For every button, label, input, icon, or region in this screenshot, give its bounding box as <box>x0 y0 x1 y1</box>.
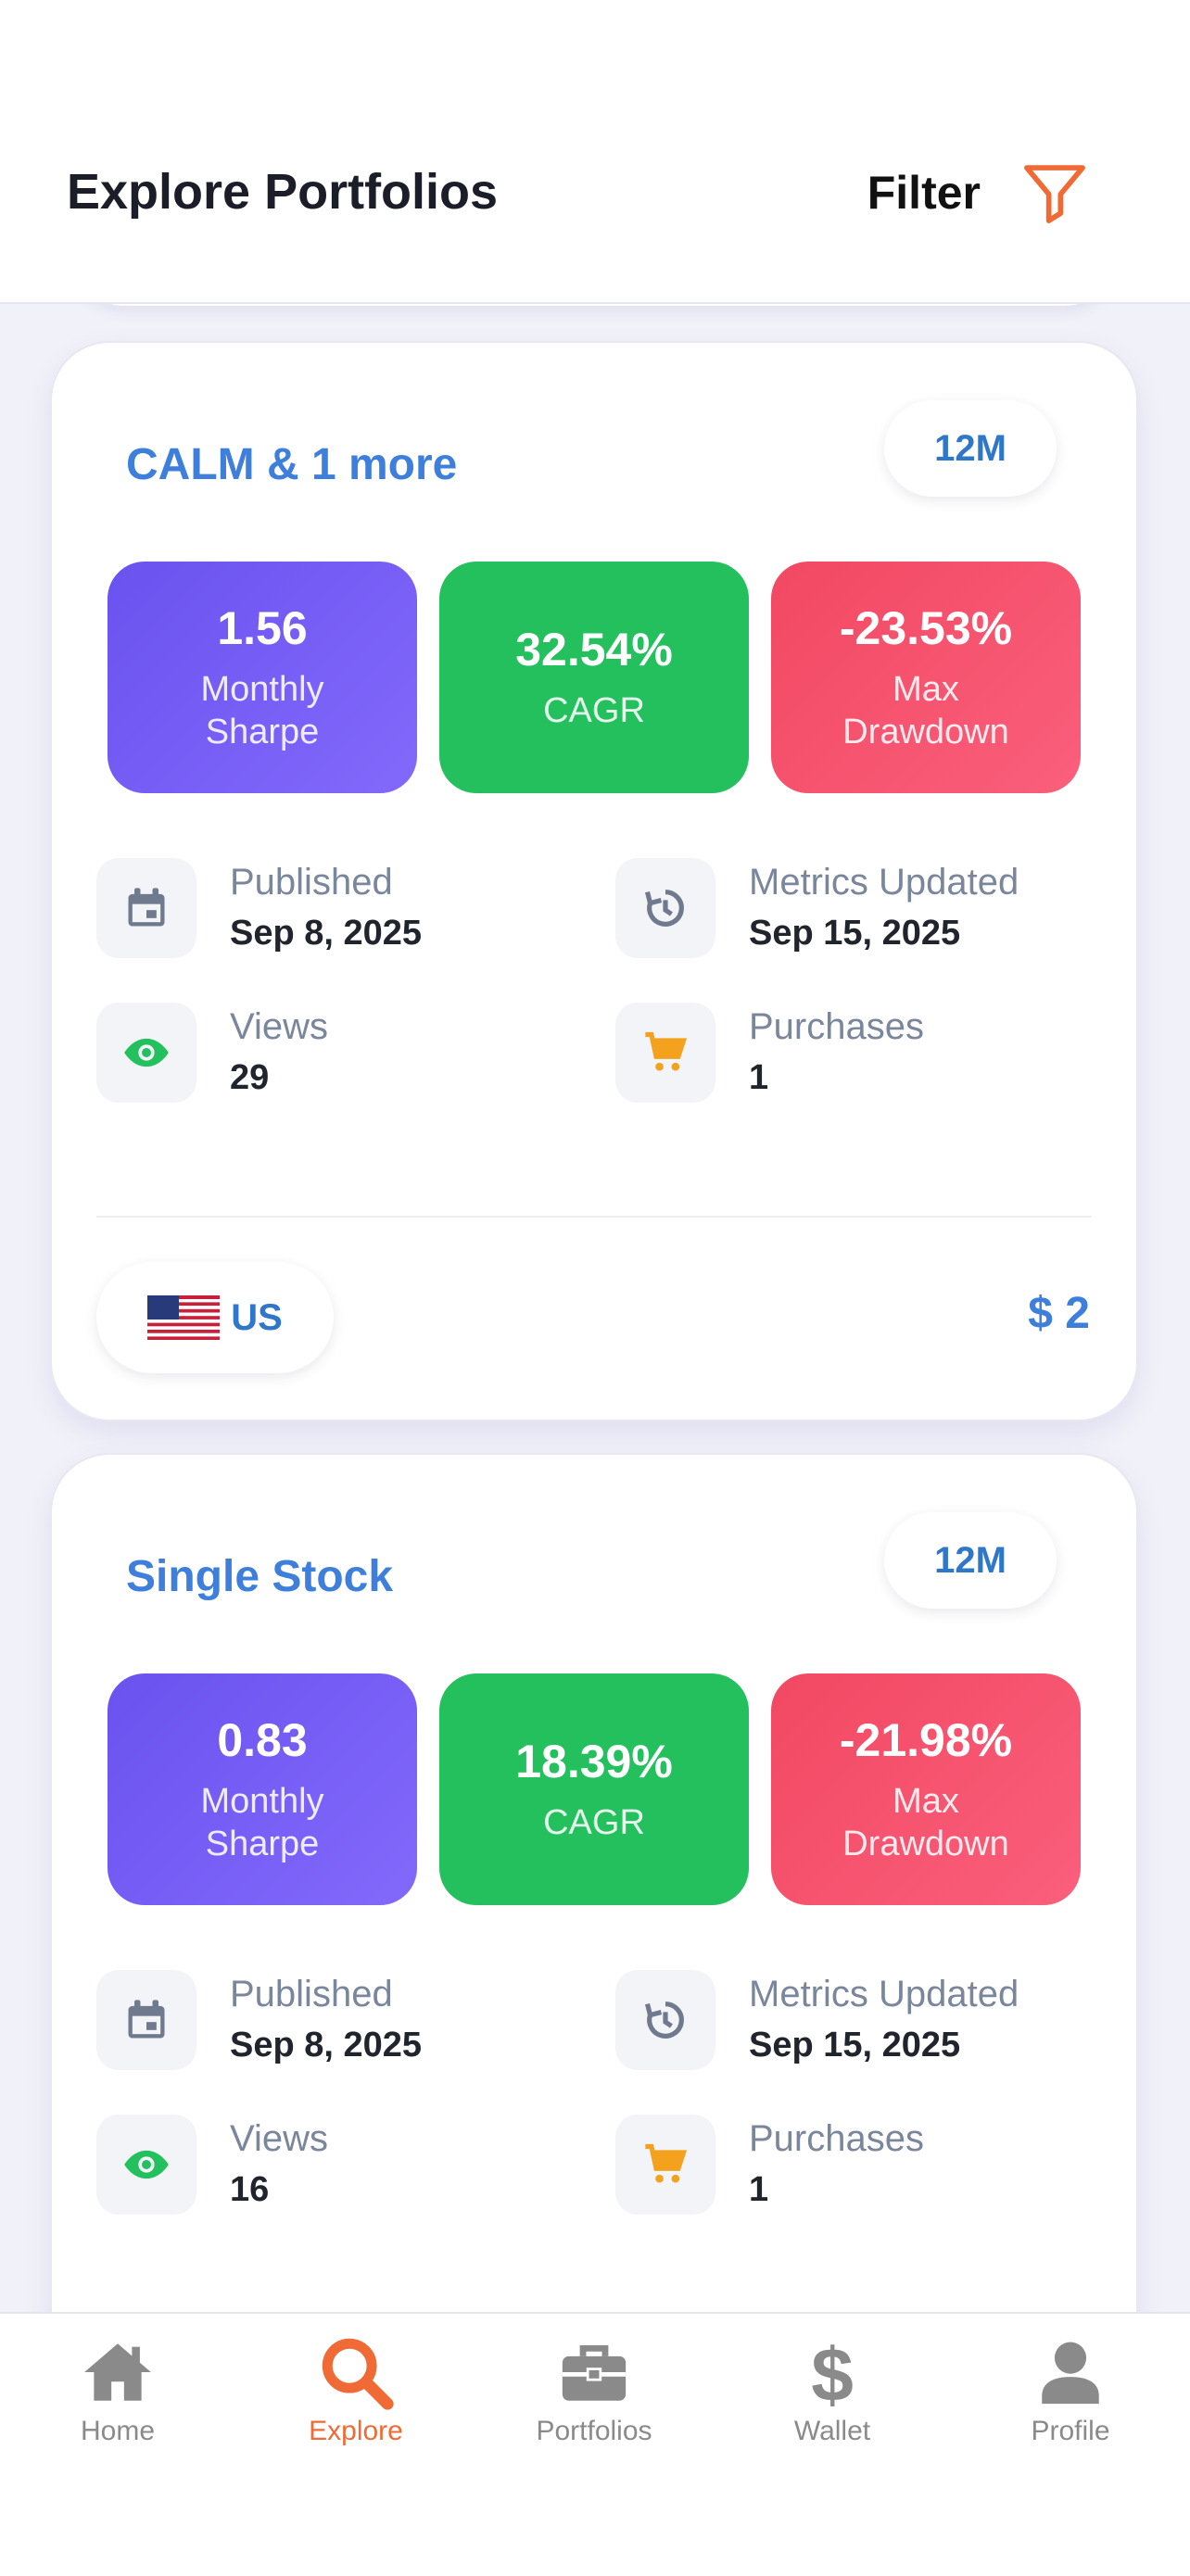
published-info: Published Sep 8, 2025 <box>96 858 578 958</box>
views-label: Views <box>230 1006 328 1047</box>
drawdown-value: -21.98% <box>839 1714 1013 1766</box>
sharpe-tile: 1.56 Monthly Sharpe <box>108 562 417 793</box>
cart-icon <box>645 1031 688 1071</box>
tab-wallet-label: Wallet <box>793 2416 871 2446</box>
tab-profile[interactable]: Profile <box>978 2334 1163 2455</box>
drawdown-tile: -21.98% Max Drawdown <box>771 1673 1081 1905</box>
region-badge: US <box>96 1262 334 1373</box>
tab-home[interactable]: Home <box>25 2334 210 2455</box>
sharpe-value: 1.56 <box>217 602 308 654</box>
calendar-icon <box>128 888 165 927</box>
purchases-value: 1 <box>749 1058 769 1097</box>
region-label: US <box>231 1296 283 1338</box>
person-icon <box>1042 2342 1099 2405</box>
views-value: 29 <box>230 1058 270 1097</box>
tab-portfolios-label: Portfolios <box>536 2416 652 2446</box>
cagr-tile: 32.54% CAGR <box>439 562 749 793</box>
drawdown-value: -23.53% <box>839 602 1013 654</box>
published-value: Sep 8, 2025 <box>230 2026 423 2065</box>
sharpe-tile: 0.83 Monthly Sharpe <box>108 1673 417 1905</box>
period-badge: 12M <box>884 1512 1057 1609</box>
period-badge: 12M <box>884 400 1057 497</box>
views-info: Views 29 <box>96 1003 578 1103</box>
tab-explore[interactable]: Explore <box>263 2334 449 2455</box>
purchases-info: Purchases 1 <box>615 1003 1097 1103</box>
metrics-row: 0.83 Monthly Sharpe 18.39% CAGR -21.98% … <box>108 1673 1081 1905</box>
update-clock-icon <box>644 890 684 927</box>
cagr-label: CAGR <box>543 691 645 730</box>
price: $ 2 <box>1028 1289 1090 1338</box>
purchases-label: Purchases <box>749 2118 924 2159</box>
drawdown-tile: -23.53% Max Drawdown <box>771 562 1081 793</box>
purchases-info: Purchases 1 <box>615 2115 1097 2215</box>
tab-portfolios[interactable]: Portfolios <box>501 2334 687 2455</box>
portfolio-list[interactable]: CALM & 1 more 12M 1.56 Monthly Sharpe 32… <box>0 0 1190 2312</box>
drawdown-label: Max Drawdown <box>842 670 1009 751</box>
bottom-tab-bar: Home Explore Portfolios $ Wallet Profile <box>0 2312 1190 2576</box>
published-info: Published Sep 8, 2025 <box>96 1970 578 2070</box>
purchases-value: 1 <box>749 2170 769 2209</box>
eye-icon <box>124 2150 169 2179</box>
us-flag-icon <box>147 1295 221 1340</box>
portfolio-card[interactable]: Single Stock 12M 0.83 Monthly Sharpe 18.… <box>52 1455 1136 2312</box>
page-title: Explore Portfolios <box>67 164 499 220</box>
cart-icon <box>645 2143 688 2183</box>
published-value: Sep 8, 2025 <box>230 914 423 953</box>
filter-label: Filter <box>867 167 981 219</box>
filter-button[interactable]: Filter <box>867 158 1090 228</box>
updated-value: Sep 15, 2025 <box>749 2026 961 2065</box>
update-clock-icon <box>644 2001 684 2039</box>
dollar-icon: $ <box>811 2334 854 2410</box>
home-icon <box>84 2343 151 2401</box>
search-icon <box>322 2338 394 2410</box>
tab-wallet[interactable]: $ Wallet <box>740 2334 925 2455</box>
tab-explore-label: Explore <box>309 2416 403 2446</box>
updated-info: Metrics Updated Sep 15, 2025 <box>615 858 1097 958</box>
updated-label: Metrics Updated <box>749 1974 1019 2014</box>
portfolio-card[interactable]: CALM & 1 more 12M 1.56 Monthly Sharpe 32… <box>52 343 1136 1420</box>
published-label: Published <box>230 862 393 903</box>
briefcase-icon <box>562 2344 627 2401</box>
cagr-value: 18.39% <box>515 1736 673 1787</box>
portfolio-title[interactable]: Single Stock <box>126 1552 394 1601</box>
cagr-label: CAGR <box>543 1803 645 1842</box>
sharpe-value: 0.83 <box>217 1714 308 1766</box>
drawdown-label: Max Drawdown <box>842 1782 1009 1863</box>
updated-info: Metrics Updated Sep 15, 2025 <box>615 1970 1097 2070</box>
tab-profile-label: Profile <box>1031 2416 1110 2446</box>
svg-text:$: $ <box>811 2334 854 2410</box>
cagr-tile: 18.39% CAGR <box>439 1673 749 1905</box>
card-divider <box>96 1216 1092 1218</box>
sharpe-label: Monthly Sharpe <box>200 670 324 751</box>
calendar-icon <box>128 2000 165 2039</box>
tab-home-label: Home <box>80 2416 156 2446</box>
cagr-value: 32.54% <box>515 624 673 676</box>
header: Explore Portfolios Filter <box>0 0 1190 304</box>
purchases-label: Purchases <box>749 1006 924 1047</box>
portfolio-title[interactable]: CALM & 1 more <box>126 440 458 489</box>
views-label: Views <box>230 2118 328 2159</box>
updated-label: Metrics Updated <box>749 862 1019 903</box>
views-info: Views 16 <box>96 2115 578 2215</box>
metrics-row: 1.56 Monthly Sharpe 32.54% CAGR -23.53% … <box>108 562 1081 793</box>
filter-icon <box>1024 165 1085 223</box>
eye-icon <box>124 1038 169 1067</box>
sharpe-label: Monthly Sharpe <box>200 1782 324 1863</box>
updated-value: Sep 15, 2025 <box>749 914 961 953</box>
views-value: 16 <box>230 2170 270 2209</box>
published-label: Published <box>230 1974 393 2014</box>
